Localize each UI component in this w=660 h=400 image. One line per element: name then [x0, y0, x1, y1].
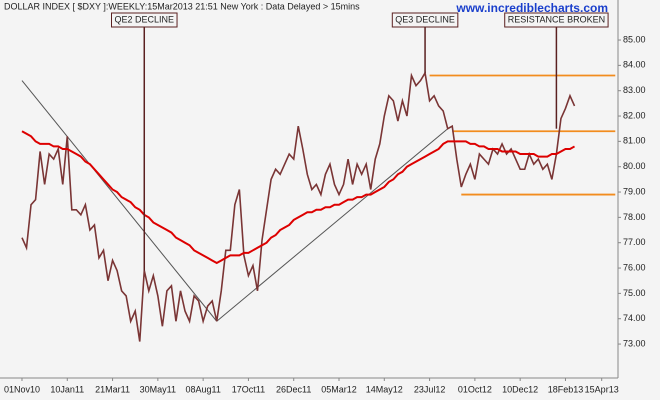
- annotation-box: [111, 12, 178, 28]
- x-tick-label: 14May12: [366, 384, 403, 394]
- x-tick-label: 15Apr13: [585, 384, 619, 394]
- watermark: www.incrediblecharts.com: [455, 1, 608, 15]
- y-tick-label: 74.00: [623, 313, 646, 323]
- reference-line: [216, 128, 449, 322]
- annotation-label: RESISTANCE BROKEN: [508, 14, 605, 24]
- x-tick-label: 17Oct11: [232, 384, 265, 394]
- annotation-label: QE3 DECLINE: [395, 14, 455, 24]
- x-tick-label: 10Dec12: [502, 384, 538, 394]
- x-tick-label: 08Aug11: [185, 384, 220, 394]
- x-tick-label: 26Dec11: [276, 384, 311, 394]
- annotation-box: [391, 12, 459, 28]
- chart-title: DOLLAR INDEX [ $DXY ]:WEEKLY:15Mar2013 2…: [4, 1, 360, 11]
- annotation-label: QE2 DECLINE: [115, 14, 175, 24]
- reference-line: [21, 80, 218, 322]
- y-tick-label: 83.00: [623, 85, 646, 95]
- x-tick-label: 05Mar12: [321, 384, 357, 394]
- annotation-box: [504, 12, 609, 28]
- series-line: [21, 70, 576, 342]
- y-tick-label: 77.00: [623, 237, 646, 247]
- series-line: [21, 130, 576, 265]
- x-tick-label: 30May11: [140, 384, 176, 394]
- y-tick-label: 76.00: [623, 262, 646, 272]
- y-tick-label: 80.00: [623, 161, 646, 171]
- x-tick-label: 01Nov10: [4, 384, 40, 394]
- y-tick-label: 82.00: [623, 110, 646, 120]
- y-tick-label: 84.00: [623, 60, 646, 70]
- x-tick-label: 01Oct12: [458, 384, 492, 394]
- y-tick-label: 85.00: [623, 34, 646, 44]
- x-tick-label: 10Jan11: [50, 384, 84, 394]
- y-tick-label: 78.00: [623, 212, 646, 222]
- y-tick-label: 75.00: [623, 288, 646, 298]
- x-tick-label: 21Mar11: [95, 384, 130, 394]
- y-tick-label: 73.00: [623, 338, 646, 348]
- x-tick-label: 18Feb13: [548, 384, 584, 394]
- y-tick-label: 81.00: [623, 136, 646, 146]
- x-tick-label: 23Jul12: [414, 384, 446, 394]
- y-tick-label: 79.00: [623, 186, 646, 196]
